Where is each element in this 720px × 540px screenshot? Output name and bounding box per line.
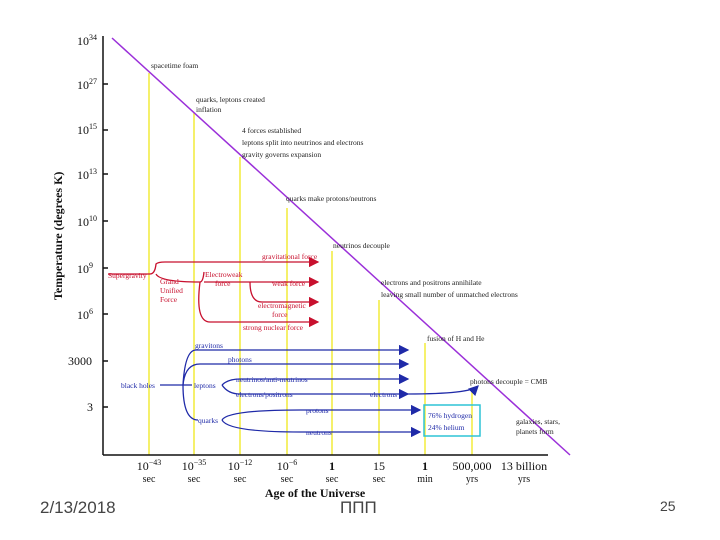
electrons-positrons-label: electrons/positrons [236, 390, 293, 399]
electroweak-label: force [215, 279, 231, 288]
force-labels: Supergravity Grand Unified Force Electro… [108, 252, 318, 332]
x-tick-label: 13 billion [501, 459, 547, 473]
event-label: fusion of H and He [427, 334, 485, 343]
gravitational-force-label: gravitational force [262, 252, 318, 261]
nucleosynthesis-box [423, 404, 481, 437]
event-label: neutrinos decouple [333, 241, 391, 250]
event-label: electrons and positrons annihilate [381, 278, 482, 287]
event-label: gravity governs expansion [242, 150, 321, 159]
supergravity-label: Supergravity [108, 271, 147, 280]
y-tick-labels: 1034 1027 1015 1013 1010 109 106 3000 3 [68, 33, 97, 414]
gravitons-label: gravitons [195, 341, 223, 350]
x-tick-label: 10−12 [228, 458, 253, 473]
x-tick-unit: sec [326, 474, 339, 485]
x-tick-unit: sec [373, 474, 386, 485]
y-tick-label: 3000 [68, 354, 92, 368]
event-labels: spacetime foam quarks, leptons created i… [151, 61, 560, 436]
em-force-label: force [272, 310, 288, 319]
y-tick-label: 1027 [77, 77, 97, 92]
gut-label: Unified [160, 286, 183, 295]
axes [102, 36, 548, 456]
y-tick-label: 1015 [77, 122, 97, 137]
x-tick-unit: sec [234, 474, 247, 485]
weak-force-label: weak force [272, 279, 306, 288]
x-axis-title: Age of the Universe [265, 486, 366, 500]
particle-labels: gravitons photons black holes leptons ne… [121, 341, 472, 437]
slide-date: 2/13/2018 [40, 498, 116, 517]
black-holes-label: black holes [121, 381, 155, 390]
y-tick-label: 106 [77, 307, 93, 322]
event-label: photons decouple = CMB [470, 377, 547, 386]
x-tick-unit: min [417, 474, 433, 485]
gut-label: Grand [160, 277, 179, 286]
y-tick-marks [103, 83, 108, 408]
x-tick-unit: sec [143, 474, 156, 485]
y-tick-label: 1034 [77, 33, 97, 48]
event-label: planets form [516, 427, 554, 436]
x-tick-labels: 10−43 sec 10−35 sec 10−12 sec 10−6 sec 1… [137, 458, 547, 485]
slide-page-number: 25 [660, 498, 676, 514]
event-label: leptons split into neutrinos and electro… [242, 138, 364, 147]
hydrogen-label: 76% hydrogen [428, 411, 472, 420]
time-guides [148, 73, 473, 455]
y-tick-label: 3 [87, 400, 93, 414]
neutrinos-label: neutrinos/anti-neutrinos [236, 375, 308, 384]
x-tick-unit: sec [188, 474, 201, 485]
event-label: quarks, leptons created [196, 95, 265, 104]
strong-force-label: strong nuclear force [243, 323, 304, 332]
x-tick-label: 10−43 [137, 458, 162, 473]
electroweak-label: Electroweak [205, 270, 243, 279]
em-force-label: electromagnetic [258, 301, 307, 310]
y-axis-title: Temperature (degrees K) [51, 172, 65, 300]
protons-label: protons [306, 406, 329, 415]
helium-label: 24% helium [428, 423, 465, 432]
force-tree [108, 256, 320, 328]
x-tick-label: 15 [373, 459, 385, 473]
y-tick-label: 109 [77, 261, 93, 276]
x-tick-label: 1 [329, 459, 335, 473]
leptons-label: leptons [194, 381, 216, 390]
event-label: inflation [196, 105, 222, 114]
slide-footer-text: ППП [340, 498, 377, 517]
cooling-curve [111, 37, 571, 456]
event-label: spacetime foam [151, 61, 198, 70]
x-tick-label: 1 [422, 459, 428, 473]
electrons-label: electrons [370, 390, 397, 399]
quarks-label: quarks [198, 416, 218, 425]
x-tick-unit: yrs [518, 474, 530, 485]
y-tick-label: 1013 [77, 167, 97, 182]
x-tick-unit: yrs [466, 474, 478, 485]
y-tick-label: 1010 [77, 214, 97, 229]
x-tick-label: 10−6 [277, 458, 298, 473]
event-label: 4 forces established [242, 126, 301, 135]
x-tick-unit: sec [281, 474, 294, 485]
photons-label: photons [228, 355, 252, 364]
event-label: leaving small number of unmatched electr… [381, 290, 518, 299]
event-label: galaxies, stars, [516, 417, 560, 426]
neutrons-label: neutrons [306, 428, 332, 437]
event-label: quarks make protons/neutrons [286, 194, 376, 203]
particle-tree [160, 344, 479, 438]
gut-label: Force [160, 295, 178, 304]
x-tick-label: 500,000 [453, 459, 492, 473]
x-tick-label: 10−35 [182, 458, 207, 473]
